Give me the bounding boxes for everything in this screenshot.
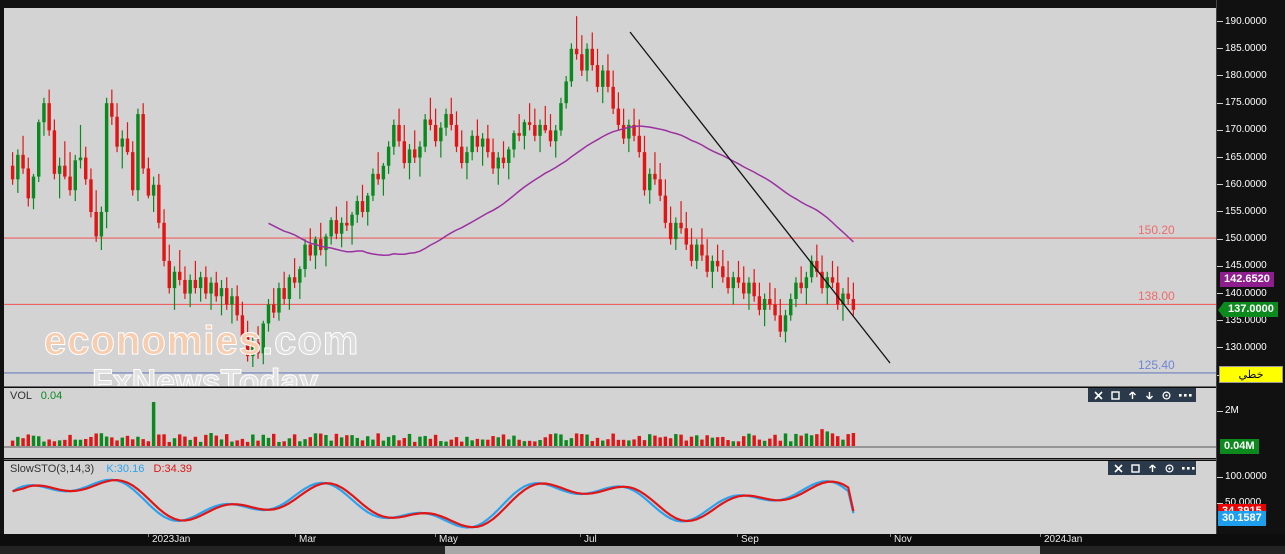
date-axis-tick	[148, 534, 149, 537]
date-axis-tick	[580, 534, 581, 537]
scale-mode-button[interactable]: خطي	[1219, 366, 1283, 383]
volume-legend: VOL 0.04	[10, 390, 62, 402]
stochastic-panel-toolbar[interactable]	[1108, 461, 1196, 475]
date-axis-label: 2024Jan	[1044, 534, 1083, 545]
price-axis-tick: 165.0000	[1216, 152, 1267, 164]
watermark-fxnewstoday: FxNewsToday	[91, 363, 319, 387]
date-axis-tick	[890, 534, 891, 537]
volume-legend-value: 0.04	[40, 390, 63, 402]
panel-separator-stochastic	[4, 459, 1216, 460]
arrow-up-icon[interactable]	[1128, 391, 1137, 400]
price-chart-canvas	[4, 16, 1216, 374]
date-axis-label: May	[439, 534, 458, 545]
axis-divider	[1216, 0, 1217, 534]
watermark-brand: economies	[44, 319, 262, 363]
date-axis-tick	[435, 534, 436, 537]
volume-axis-tick: 2M	[1216, 406, 1239, 417]
close-icon[interactable]	[1094, 390, 1103, 400]
maximize-icon[interactable]	[1131, 463, 1140, 473]
level-label-support: 138.00	[1138, 289, 1175, 304]
left-gutter	[0, 0, 4, 554]
stochastic-k-label: K:30.16	[106, 463, 145, 475]
level-label-target: 125.40	[1138, 357, 1175, 372]
arrow-down-icon[interactable]	[1145, 391, 1154, 400]
volume-axis[interactable]: 2M 0.04M	[1216, 388, 1285, 461]
price-axis-tick: 190.0000	[1216, 16, 1267, 28]
stochastic-panel[interactable]: SlowSTO(3,14,3) K:30.16 D:34.39	[4, 461, 1216, 534]
price-axis-tick: 135.0000	[1216, 315, 1267, 327]
date-axis-label: Sep	[741, 534, 759, 545]
maximize-icon[interactable]	[1111, 390, 1120, 400]
stochastic-legend-label: SlowSTO(3,14,3)	[10, 463, 95, 475]
stochastic-d-label: D:34.39	[153, 463, 193, 475]
date-axis-tick	[1040, 534, 1041, 537]
date-axis-label: Mar	[299, 534, 317, 545]
stochastic-axis-tick: 50.0000	[1216, 498, 1261, 509]
date-axis-label: Nov	[894, 534, 912, 545]
panel-separator-volume	[4, 386, 1216, 387]
gear-icon[interactable]	[1165, 463, 1174, 473]
volume-panel[interactable]: VOL 0.04	[4, 388, 1216, 458]
date-axis-tick	[295, 534, 296, 537]
price-axis-tick: 145.0000	[1216, 261, 1267, 272]
scrollbar-thumb[interactable]	[445, 546, 1040, 554]
volume-canvas	[4, 402, 1216, 448]
gear-icon[interactable]	[1162, 390, 1171, 400]
volume-legend-label: VOL	[10, 390, 32, 402]
close-icon[interactable]	[1114, 463, 1123, 473]
more-icon[interactable]	[1182, 464, 1195, 473]
watermark-brand-suffix: .com	[261, 319, 360, 363]
last-price-pill: 137.0000	[1218, 301, 1278, 318]
date-axis-label: Jul	[584, 534, 597, 545]
date-axis-label: 2023Jan	[152, 534, 191, 545]
price-axis-tick: 155.0000	[1216, 206, 1267, 218]
watermark-economies: economies.com	[44, 319, 360, 363]
stochastic-legend: SlowSTO(3,14,3) K:30.16 D:34.39	[10, 463, 192, 475]
more-icon[interactable]	[1179, 391, 1192, 400]
price-axis-tick: 185.0000	[1216, 43, 1267, 55]
horizontal-scrollbar[interactable]	[0, 546, 1285, 554]
stochastic-axis-tick: 100.0000	[1216, 472, 1267, 483]
volume-value-pill: 0.04M	[1220, 439, 1259, 454]
price-chart-panel[interactable]: economies.com FxNewsToday 150.20 138.00 …	[4, 8, 1216, 386]
date-axis[interactable]: 2023Jan Mar May Jul Sep Nov 2024Jan	[0, 534, 1285, 546]
ma-value-pill: 142.6520	[1220, 272, 1274, 288]
price-axis-tick: 170.0000	[1216, 125, 1267, 136]
arrow-up-icon[interactable]	[1148, 464, 1157, 473]
price-axis-tick: 140.0000	[1216, 288, 1267, 300]
price-axis-tick: 180.0000	[1216, 70, 1267, 82]
price-axis-tick: 175.0000	[1216, 98, 1267, 109]
price-axis[interactable]: 190.0000 185.0000 180.0000 175.0000 170.0000…	[1216, 0, 1285, 388]
stochastic-k-pill: 30.1587	[1218, 511, 1266, 527]
date-axis-tick	[737, 534, 738, 537]
stochastic-canvas	[12, 478, 855, 529]
price-axis-tick: 160.0000	[1216, 179, 1267, 191]
level-label-resistance: 150.20	[1138, 223, 1175, 238]
price-axis-tick: 150.0000	[1216, 234, 1267, 245]
volume-panel-toolbar[interactable]	[1088, 388, 1196, 402]
price-axis-tick: 130.0000	[1216, 342, 1267, 354]
top-strip	[0, 0, 1285, 8]
